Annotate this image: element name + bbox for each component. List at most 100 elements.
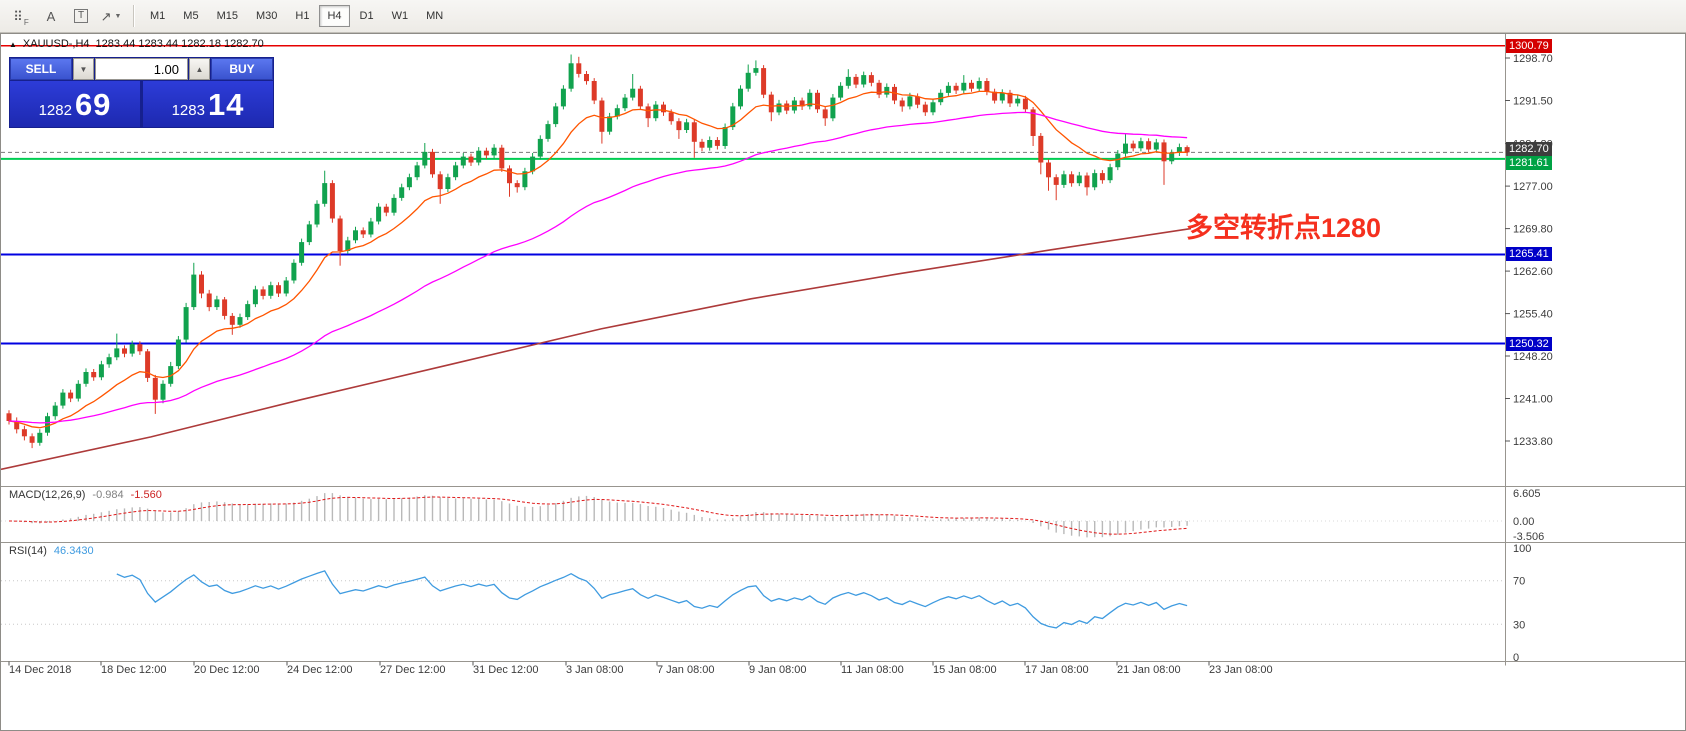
toolbar-grid-settings-button[interactable]: ⠿ F — [8, 4, 34, 28]
macd-value: -0.984 — [92, 489, 124, 501]
axes — [1, 34, 1685, 666]
price-badge-1265.41: 1265.41 — [1506, 247, 1552, 261]
price-badge-1282.70: 1282.70 — [1506, 142, 1552, 156]
sell-price-main: 1282 — [38, 102, 72, 119]
toolbar-arrow-tool-button[interactable]: ↗ ▼ — [98, 4, 124, 28]
drawing-tools-group: ⠿ F A T ↗ ▼ — [6, 4, 126, 28]
svg-text:100: 100 — [1513, 543, 1531, 555]
buy-price-main: 1283 — [171, 102, 205, 119]
trade-controls-row: SELL ▼ ▲ BUY — [10, 58, 273, 80]
candles — [6, 54, 1190, 449]
buy-price-display[interactable]: 1283 14 — [143, 81, 273, 127]
rsi-indicator — [1, 570, 1505, 629]
volume-dropdown-button[interactable]: ▼ — [73, 58, 94, 80]
buy-button[interactable]: BUY — [211, 58, 273, 80]
svg-text:1298.70: 1298.70 — [1513, 53, 1553, 65]
buy-price-pips: 14 — [207, 87, 245, 122]
macd-header: MACD(12,26,9) -0.984 -1.560 — [9, 489, 162, 501]
svg-text:11 Jan 08:00: 11 Jan 08:00 — [841, 664, 904, 676]
ma-fast-line — [8, 90, 1188, 429]
svg-text:1248.20: 1248.20 — [1513, 351, 1553, 363]
ma-medium-line — [8, 111, 1188, 424]
sell-price-display[interactable]: 1282 69 — [10, 81, 140, 127]
price-badge-1250.32: 1250.32 — [1506, 337, 1552, 351]
svg-text:0.00: 0.00 — [1513, 516, 1534, 528]
timeframe-button-m30[interactable]: M30 — [255, 10, 278, 22]
toolbar-text-button[interactable]: A — [38, 4, 64, 28]
ma-slow-line — [1, 227, 1192, 471]
svg-text:1241.00: 1241.00 — [1513, 394, 1553, 406]
grid-settings-sub-label: F — [23, 18, 29, 27]
toolbar-text-label-button[interactable]: T — [68, 4, 94, 28]
annotation-text[interactable]: 多空转折点1280 — [1186, 213, 1382, 243]
price-badge-1281.61: 1281.61 — [1506, 156, 1552, 170]
svg-text:21 Jan 08:00: 21 Jan 08:00 — [1117, 664, 1181, 676]
svg-text:1277.00: 1277.00 — [1513, 181, 1553, 193]
rsi-name: RSI(14) — [9, 545, 47, 557]
svg-text:14 Dec 2018: 14 Dec 2018 — [9, 664, 71, 676]
chevron-up-icon: ▲ — [195, 64, 204, 74]
svg-text:1255.40: 1255.40 — [1513, 309, 1553, 321]
timeframe-button-d1[interactable]: D1 — [359, 10, 374, 22]
svg-text:-3.506: -3.506 — [1513, 531, 1544, 543]
arrow-tool-icon: ↗ — [100, 8, 112, 24]
rsi-value: 46.3430 — [53, 545, 94, 557]
symbol-label: XAUUSD-,H4 — [22, 38, 90, 50]
svg-text:1291.50: 1291.50 — [1513, 96, 1553, 108]
svg-text:24 Dec 12:00: 24 Dec 12:00 — [287, 664, 352, 676]
macd-signal-value: -1.560 — [130, 489, 162, 501]
ohlc-values: 1283.44 1283.44 1282.18 1282.70 — [95, 38, 264, 50]
rsi-header: RSI(14) 46.3430 — [9, 545, 94, 557]
svg-text:20 Dec 12:00: 20 Dec 12:00 — [194, 664, 259, 676]
timeframe-button-h1[interactable]: H1 — [295, 10, 310, 22]
dropdown-arrow-icon: ▼ — [114, 12, 122, 20]
symbol-triangle-icon: ▲ — [9, 39, 17, 49]
svg-text:15 Jan 08:00: 15 Jan 08:00 — [933, 664, 997, 676]
time-axis[interactable]: 14 Dec 2018 18 Dec 12:00 20 Dec 12:00 24 De… — [8, 661, 1273, 677]
chevron-down-icon: ▼ — [79, 64, 88, 74]
timeframe-button-m1[interactable]: M1 — [150, 10, 166, 22]
svg-text:30: 30 — [1513, 619, 1525, 631]
svg-text:3 Jan 08:00: 3 Jan 08:00 — [566, 664, 624, 676]
svg-text:9 Jan 08:00: 9 Jan 08:00 — [749, 664, 807, 676]
svg-text:1269.80: 1269.80 — [1513, 224, 1553, 236]
text-label-icon: T — [73, 9, 89, 23]
svg-text:6.605: 6.605 — [1513, 488, 1541, 500]
timeframe-button-mn[interactable]: MN — [426, 10, 444, 22]
horizontal-levels — [1, 44, 1505, 345]
chart-window[interactable]: 1298.701291.501284.201277.001269.801262.… — [0, 33, 1686, 731]
chart-plot-area[interactable]: 1298.701291.501284.201277.001269.801262.… — [1, 34, 1685, 730]
timeframe-button-h4[interactable]: H4 — [319, 5, 350, 27]
chart-ohlc-header: ▲ XAUUSD-,H4 1283.44 1283.44 1282.18 128… — [9, 38, 264, 50]
price-badge-1300.79: 1300.79 — [1506, 39, 1552, 53]
one-click-trading-panel: SELL ▼ ▲ BUY 1282 69 1283 14 — [9, 57, 274, 128]
trade-prices-row: 1282 69 1283 14 — [10, 81, 273, 127]
sell-button[interactable]: SELL — [10, 58, 72, 80]
volume-input[interactable] — [95, 58, 188, 80]
toolbar: ⠿ F A T ↗ ▼ M1 M5 M15 M30 H1 H4 D1 W1 MN — [0, 0, 1686, 33]
svg-text:18 Dec 12:00: 18 Dec 12:00 — [101, 664, 166, 676]
toolbar-separator — [133, 5, 134, 27]
svg-text:27 Dec 12:00: 27 Dec 12:00 — [380, 664, 445, 676]
svg-text:0: 0 — [1513, 652, 1519, 664]
svg-text:7 Jan 08:00: 7 Jan 08:00 — [657, 664, 715, 676]
text-icon: A — [46, 8, 56, 24]
timeframe-button-m5[interactable]: M5 — [183, 10, 199, 22]
svg-text:70: 70 — [1513, 576, 1525, 588]
svg-text:1262.60: 1262.60 — [1513, 266, 1553, 278]
rsi-line — [116, 570, 1188, 629]
price-axis[interactable]: 1298.701291.501284.201277.001269.801262.… — [1505, 53, 1553, 664]
timeframe-button-w1[interactable]: W1 — [391, 10, 409, 22]
volume-up-button[interactable]: ▲ — [189, 58, 210, 80]
grid-settings-icon: ⠿ — [13, 8, 23, 24]
svg-text:23 Jan 08:00: 23 Jan 08:00 — [1209, 664, 1273, 676]
svg-text:17 Jan 08:00: 17 Jan 08:00 — [1025, 664, 1089, 676]
svg-text:1233.80: 1233.80 — [1513, 436, 1553, 448]
svg-text:31 Dec 12:00: 31 Dec 12:00 — [473, 664, 538, 676]
macd-indicator — [1, 493, 1505, 538]
timeframe-group: M1 M5 M15 M30 H1 H4 D1 W1 MN — [141, 5, 452, 27]
timeframe-button-m15[interactable]: M15 — [216, 10, 238, 22]
sell-price-pips: 69 — [74, 87, 112, 122]
macd-name: MACD(12,26,9) — [9, 489, 86, 501]
